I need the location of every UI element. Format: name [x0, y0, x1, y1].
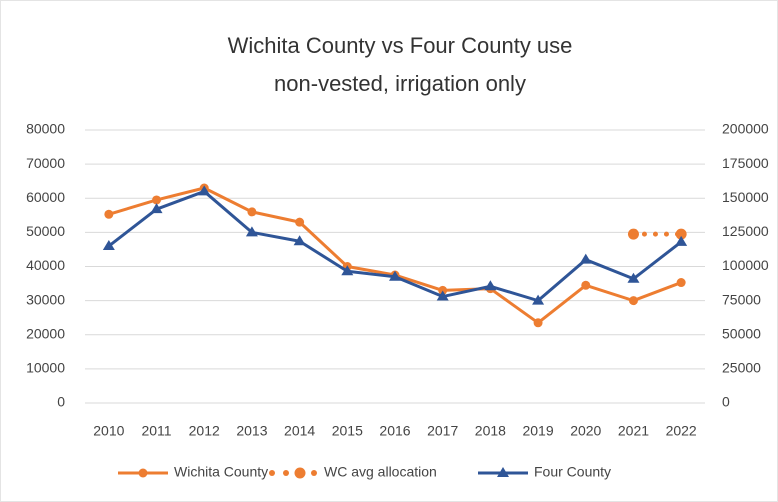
data-point [104, 209, 114, 219]
legend-label: Four County [534, 464, 611, 480]
x-tick-label: 2021 [618, 423, 649, 439]
legend-swatch [311, 470, 317, 476]
legend-label: WC avg allocation [324, 464, 437, 480]
y-tick-label: 10000 [26, 360, 65, 376]
y-tick-label: 30000 [26, 291, 65, 307]
x-tick-label: 2020 [570, 423, 601, 439]
data-point [152, 195, 162, 205]
data-point [389, 270, 401, 281]
data-point [293, 235, 306, 246]
legend-swatch [497, 467, 509, 477]
y2-tick-label: 175000 [722, 155, 769, 171]
data-point [627, 272, 640, 283]
y-tick-label: 40000 [26, 257, 65, 273]
x-tick-label: 2013 [236, 423, 267, 439]
x-tick-label: 2012 [189, 423, 220, 439]
data-point [675, 228, 687, 240]
legend-swatch [138, 468, 148, 478]
y2-tick-label: 125000 [722, 223, 769, 239]
data-point [581, 280, 591, 290]
data-point [436, 290, 449, 301]
y-tick-label: 70000 [26, 155, 65, 171]
y-tick-label: 50000 [26, 223, 65, 239]
data-point [484, 280, 497, 291]
legend-swatch [294, 467, 306, 479]
data-point [533, 318, 543, 328]
legend-swatch [283, 470, 289, 476]
x-tick-label: 2016 [379, 423, 410, 439]
data-point [676, 278, 686, 288]
x-tick-label: 2018 [475, 423, 506, 439]
y2-tick-label: 25000 [722, 360, 761, 376]
y-tick-label: 0 [57, 394, 65, 410]
data-point [150, 203, 163, 214]
y-tick-label: 80000 [26, 121, 65, 137]
data-point [198, 185, 211, 196]
chart-title: Wichita County vs Four County use [228, 33, 573, 58]
y2-tick-label: 50000 [722, 325, 761, 341]
x-tick-label: 2015 [332, 423, 363, 439]
y2-tick-label: 100000 [722, 257, 769, 273]
chart-title: non-vested, irrigation only [274, 71, 526, 96]
x-tick-label: 2017 [427, 423, 458, 439]
data-point [247, 207, 257, 217]
y2-tick-label: 0 [722, 394, 730, 410]
data-point [438, 285, 448, 295]
data-point [627, 228, 639, 240]
data-point [102, 240, 115, 251]
y2-tick-label: 75000 [722, 291, 761, 307]
x-tick-label: 2022 [666, 423, 697, 439]
x-tick-label: 2019 [522, 423, 553, 439]
data-point [532, 294, 545, 305]
x-tick-label: 2011 [141, 423, 171, 439]
data-point [579, 253, 592, 264]
y2-tick-label: 150000 [722, 189, 769, 205]
data-point [245, 226, 258, 237]
y-tick-label: 20000 [26, 325, 65, 341]
data-point [675, 235, 688, 246]
data-point [295, 217, 305, 227]
y-tick-label: 60000 [26, 189, 65, 205]
y2-tick-label: 200000 [722, 121, 769, 137]
legend-label: Wichita County [174, 464, 268, 480]
x-tick-label: 2014 [284, 423, 315, 439]
data-point [628, 296, 638, 306]
legend-swatch [269, 470, 275, 476]
x-tick-label: 2010 [93, 423, 124, 439]
data-point [341, 265, 354, 276]
